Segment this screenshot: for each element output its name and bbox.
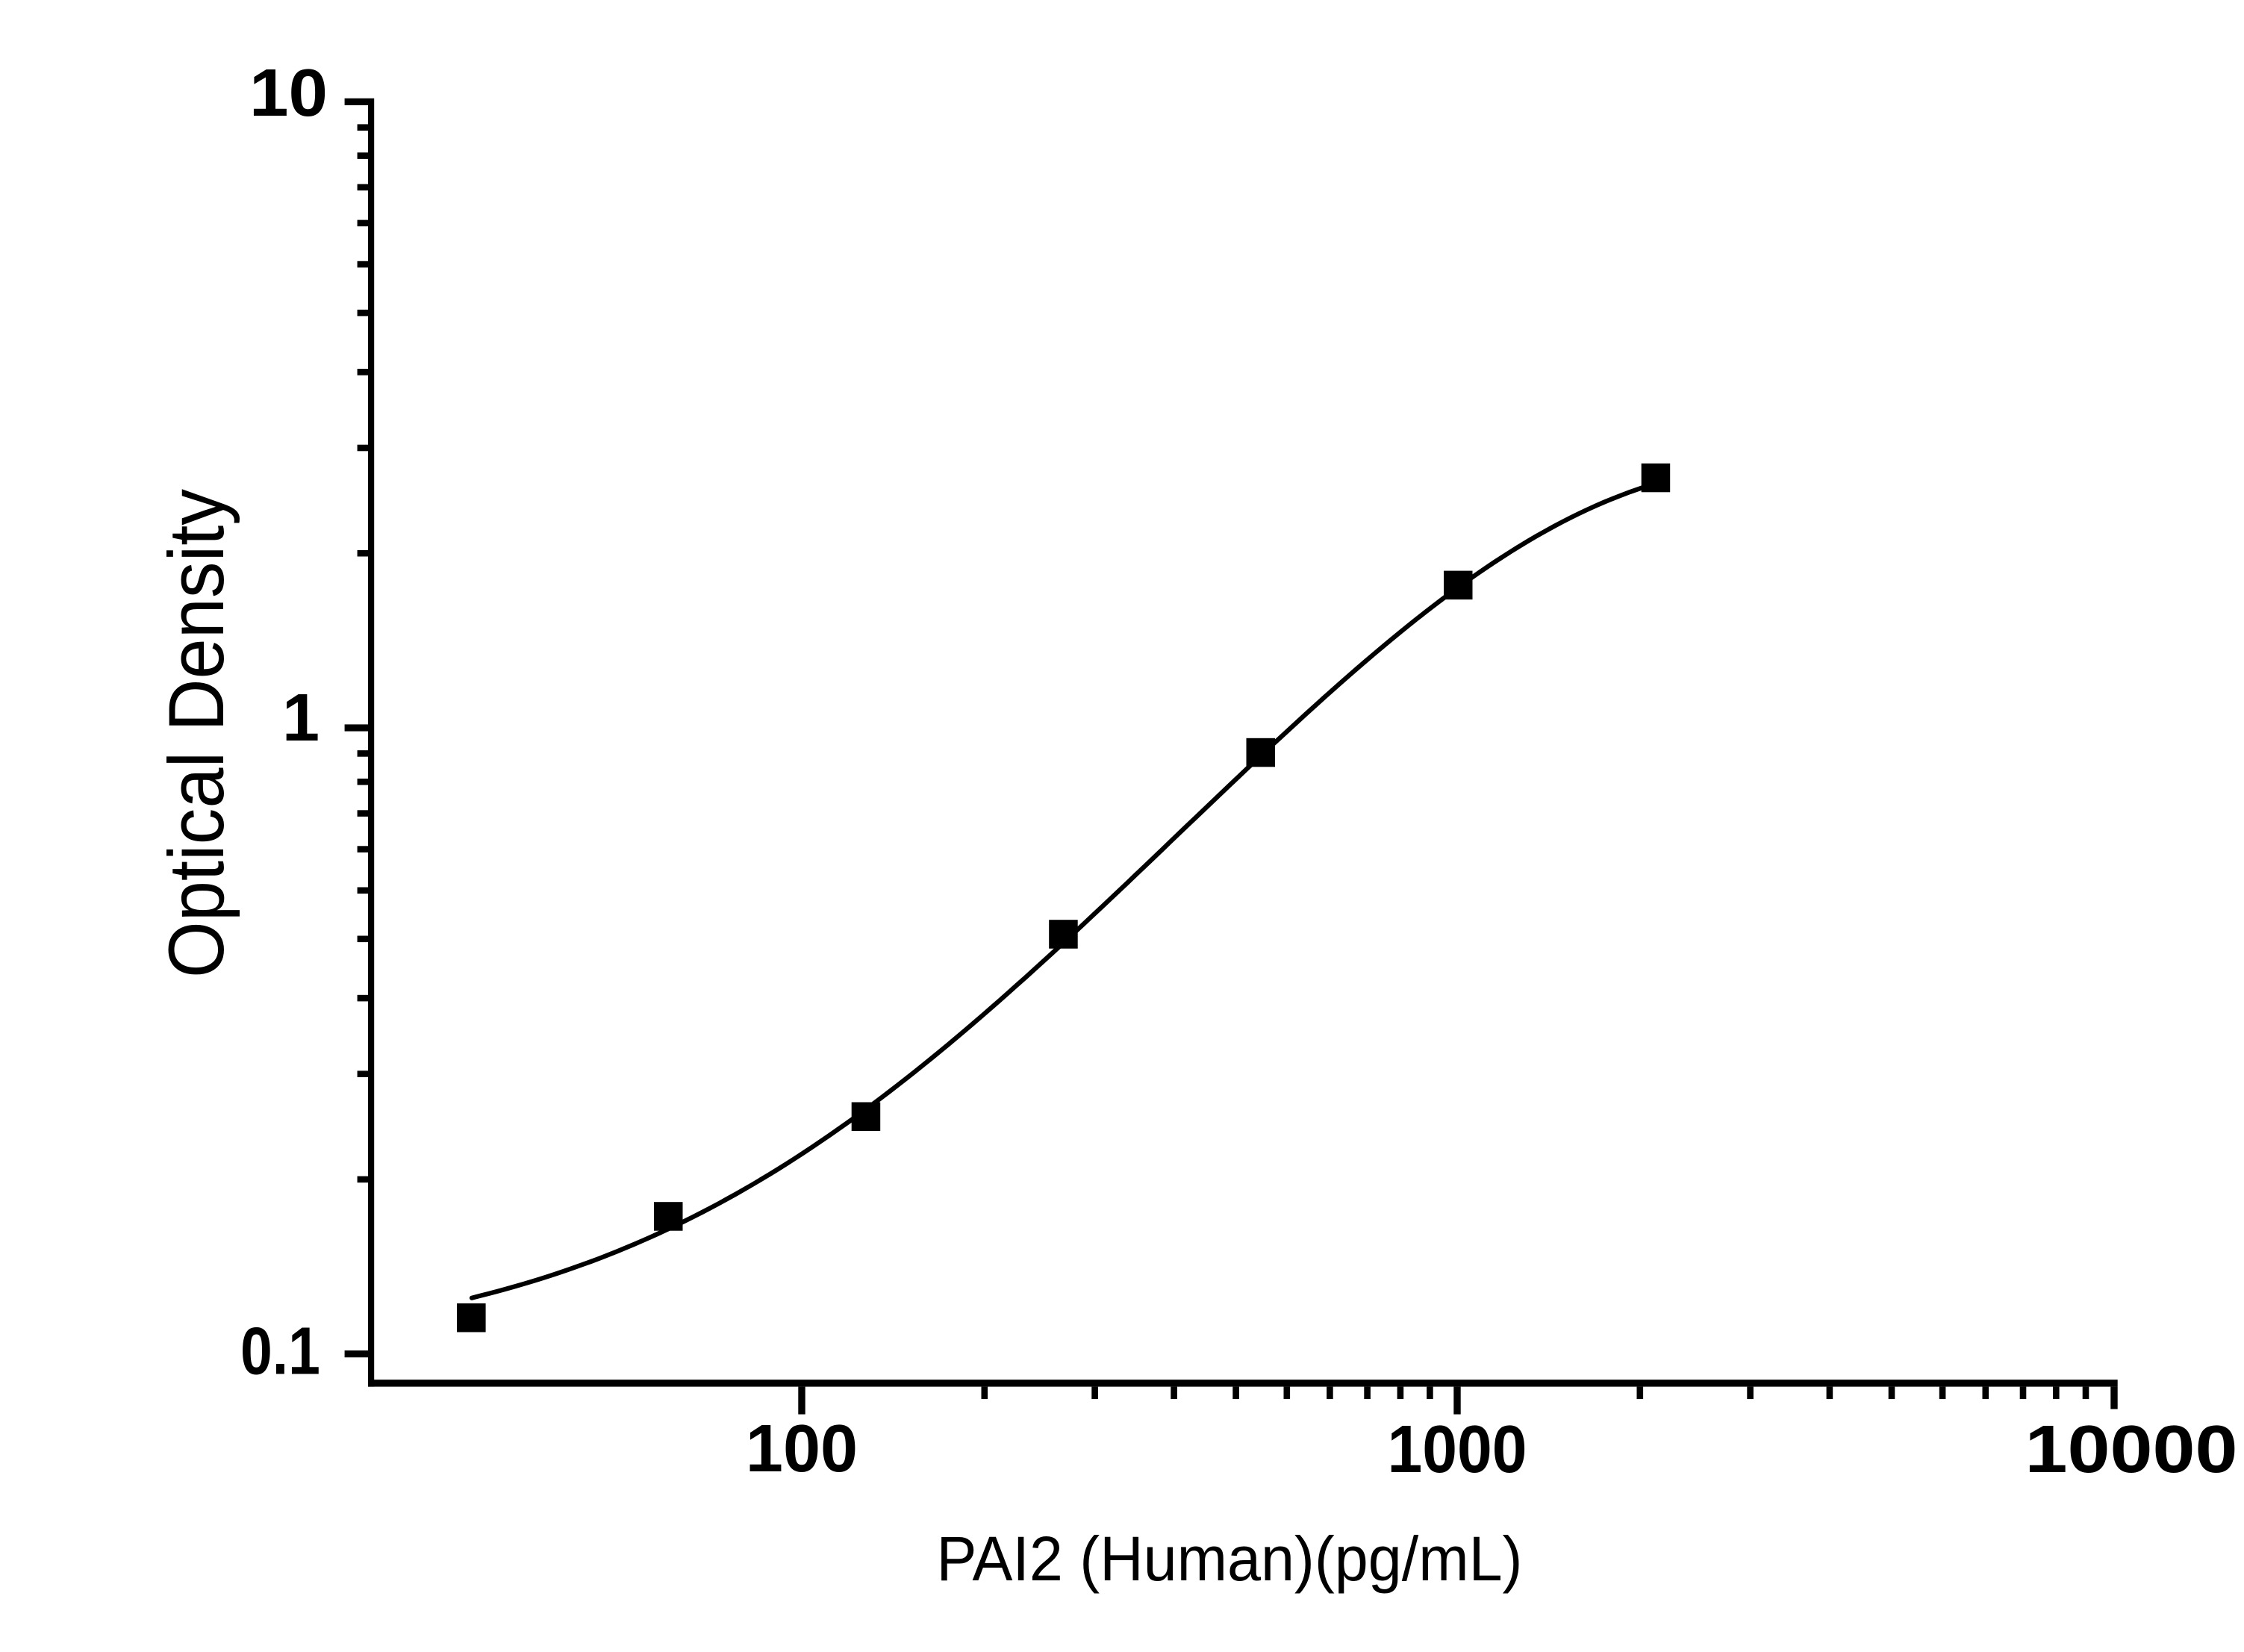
svg-text:PAI2 (Human)(pg/mL): PAI2 (Human)(pg/mL) <box>937 1524 1523 1594</box>
svg-text:1: 1 <box>282 681 320 755</box>
svg-text:0.1: 0.1 <box>240 1315 320 1389</box>
svg-text:Optical Density: Optical Density <box>153 489 240 978</box>
svg-text:10000: 10000 <box>2025 1412 2238 1487</box>
svg-text:1000: 1000 <box>1388 1412 1527 1487</box>
svg-text:100: 100 <box>746 1412 858 1486</box>
svg-text:10: 10 <box>249 56 328 131</box>
